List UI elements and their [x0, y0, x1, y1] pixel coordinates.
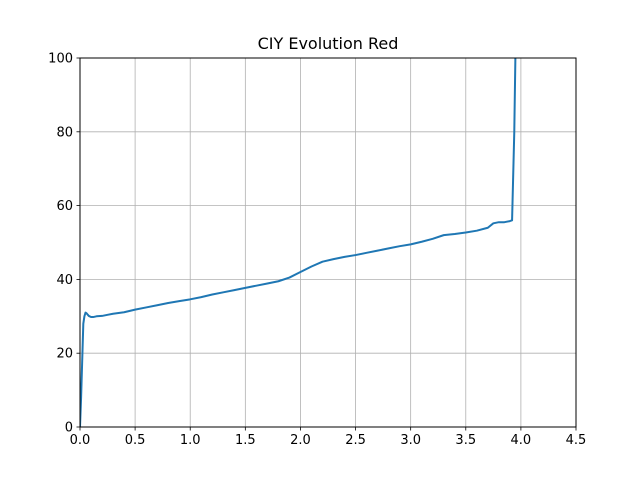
x-tick-label: 4.5 — [566, 433, 587, 448]
x-tick-label: 3.5 — [455, 433, 476, 448]
y-tick-label: 0 — [65, 421, 73, 436]
x-tick-label: 1.0 — [180, 433, 201, 448]
y-tick-label: 20 — [56, 347, 73, 362]
x-tick-label: 4.0 — [511, 433, 532, 448]
chart-title: CIY Evolution Red — [258, 34, 399, 53]
axis-ticks: 0.0 0.5 1.0 1.5 2.0 2.5 3.0 3.5 4.0 4.5 0 20 40 60 80 1… — [48, 52, 586, 449]
y-tick-label: 80 — [56, 125, 73, 140]
y-tick-label: 40 — [56, 273, 73, 288]
series-layer — [80, 58, 517, 427]
x-tick-label: 1.5 — [235, 433, 256, 448]
x-tick-label: 2.0 — [290, 433, 311, 448]
plot-frame — [79, 57, 577, 428]
x-tick-label: 3.0 — [400, 433, 421, 448]
x-tick-label: 2.5 — [345, 433, 366, 448]
y-tick-label: 100 — [48, 52, 73, 67]
y-tick-label: 60 — [56, 199, 73, 214]
x-tick-label: 0.5 — [125, 433, 146, 448]
series-line — [80, 58, 517, 427]
x-tick-label: 0.0 — [70, 433, 91, 448]
